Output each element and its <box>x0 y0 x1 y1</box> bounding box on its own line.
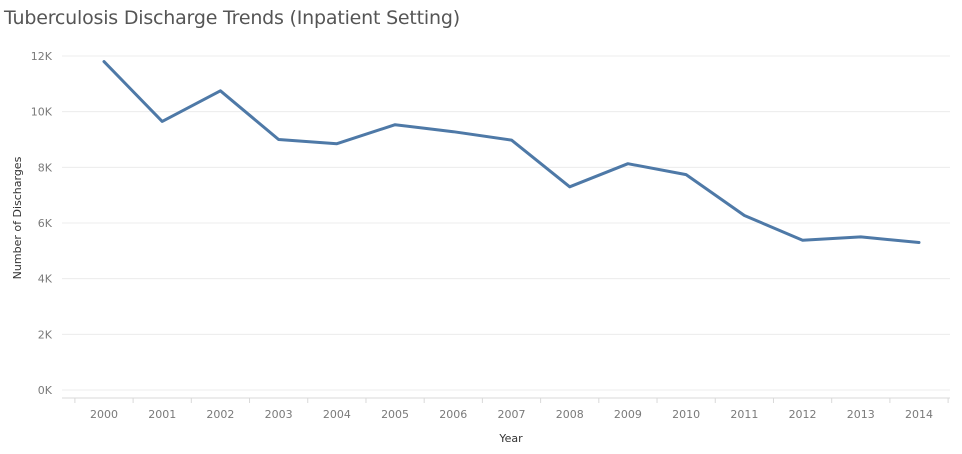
y-tick-label: 4K <box>38 273 53 286</box>
y-tick-label: 10K <box>31 106 53 119</box>
data-point[interactable] <box>390 120 400 130</box>
data-point[interactable] <box>856 232 866 242</box>
x-tick-label: 2001 <box>148 408 176 421</box>
y-tick-label: 0K <box>38 384 53 397</box>
data-point[interactable] <box>623 159 633 169</box>
y-axis-ticks: 0K 2K 4K 6K 8K 10K 12K <box>31 50 53 397</box>
x-tick-label: 2011 <box>730 408 758 421</box>
data-point[interactable] <box>448 127 458 137</box>
x-tick-label: 2007 <box>498 408 526 421</box>
data-point[interactable] <box>565 182 575 192</box>
data-point[interactable] <box>681 170 691 180</box>
x-tick-label: 2006 <box>439 408 467 421</box>
data-point[interactable] <box>798 235 808 245</box>
y-axis-title: Number of Discharges <box>11 156 24 279</box>
data-point[interactable] <box>157 116 167 126</box>
x-tick-label: 2008 <box>556 408 584 421</box>
x-axis-ticks: 2000 2001 2002 2003 2004 2005 2006 2007 2008 2009… <box>90 408 933 421</box>
x-tick-label: 2003 <box>265 408 293 421</box>
axes <box>62 397 950 403</box>
data-point[interactable] <box>914 237 924 247</box>
x-tick-label: 2000 <box>90 408 118 421</box>
series-layer <box>99 57 924 247</box>
data-point[interactable] <box>274 135 284 145</box>
y-tick-label: 8K <box>38 161 53 174</box>
x-tick-label: 2014 <box>905 408 933 421</box>
gridlines <box>62 55 950 391</box>
x-tick-label: 2013 <box>847 408 875 421</box>
series-line <box>102 60 921 244</box>
data-point[interactable] <box>332 139 342 149</box>
x-tick-label: 2012 <box>789 408 817 421</box>
data-point[interactable] <box>507 135 517 145</box>
x-tick-label: 2004 <box>323 408 351 421</box>
x-tick-label: 2005 <box>381 408 409 421</box>
data-point[interactable] <box>739 210 749 220</box>
x-tick-label: 2009 <box>614 408 642 421</box>
chart-title: Tuberculosis Discharge Trends (Inpatient… <box>4 7 460 29</box>
y-tick-label: 6K <box>38 217 53 230</box>
y-tick-label: 2K <box>38 328 53 341</box>
data-point[interactable] <box>215 86 225 96</box>
data-point[interactable] <box>99 57 109 67</box>
y-tick-label: 12K <box>31 50 53 63</box>
x-tick-label: 2010 <box>672 408 700 421</box>
x-tick-label: 2002 <box>206 408 234 421</box>
x-axis-title: Year <box>498 432 523 445</box>
